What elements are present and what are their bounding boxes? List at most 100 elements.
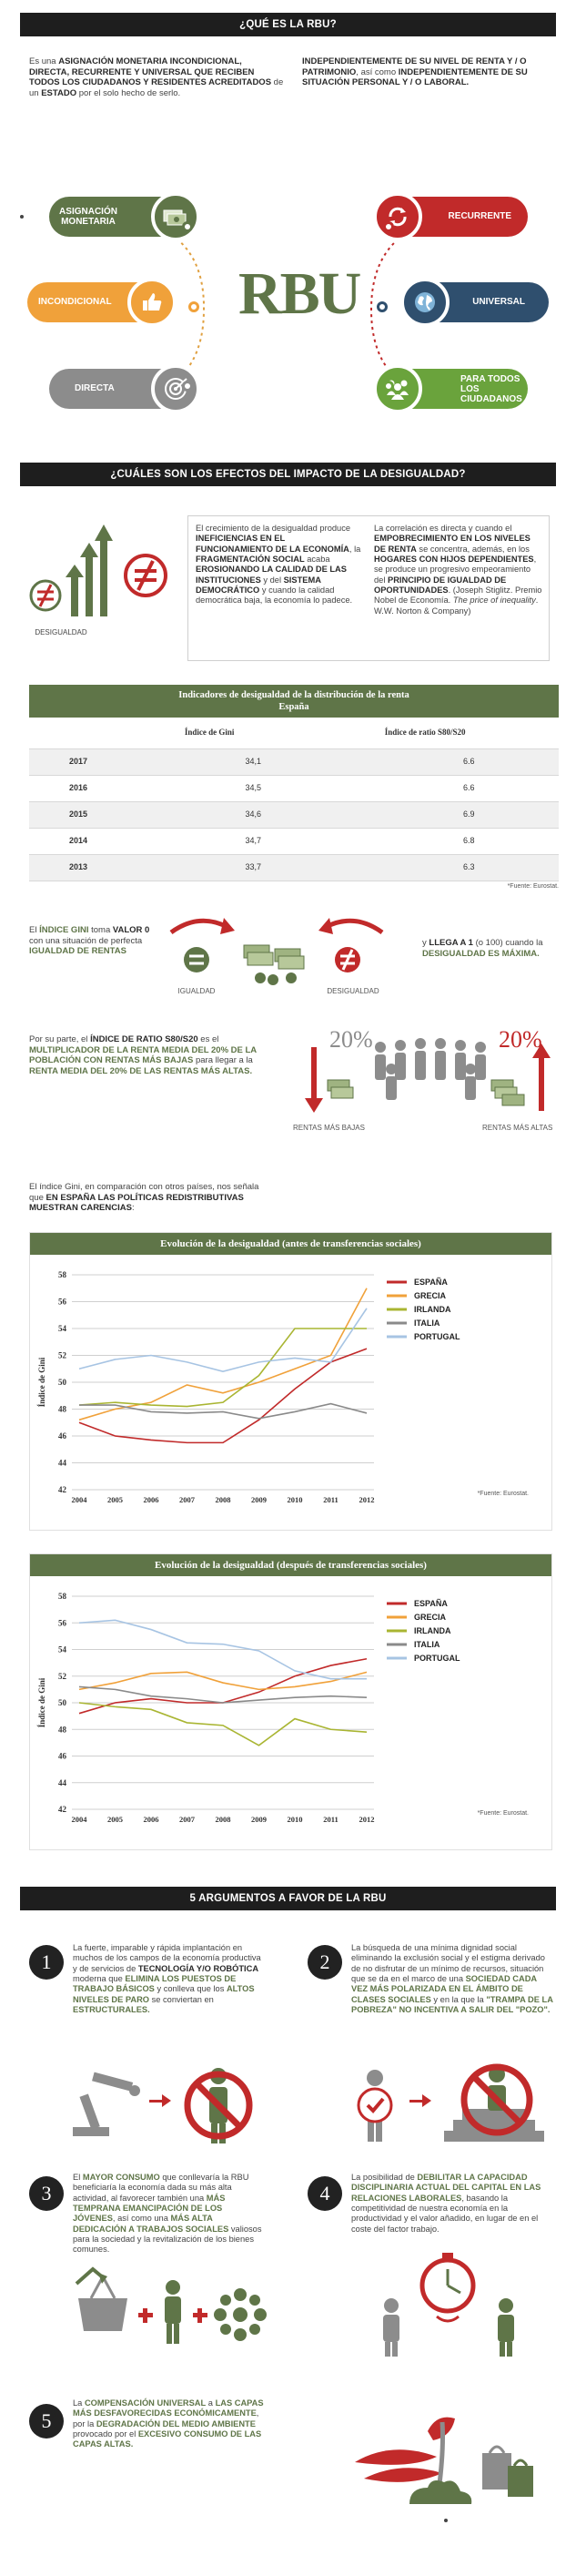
legend-label: IRLANDA — [414, 1305, 451, 1314]
recurring-arrows-icon — [373, 192, 422, 241]
gini-table-body: 2017 34,1 6.6 2016 34,5 6.6 2015 34,6 6.9 2014 34,… — [29, 748, 559, 881]
text-run: La — [73, 2398, 85, 2408]
text-run: MÁS TEMPRANA EMANCIPACIÓN DE LOS JÓVENES — [73, 2193, 226, 2224]
connector-dot — [182, 381, 193, 392]
gini-table: Indicadores de desigualdad de la distrib… — [29, 685, 559, 891]
x-tick-label: 2006 — [144, 1815, 159, 1824]
chart-plot: 42 44 46 48 50 52 54 56 58 2004 2005 2006 2007 2008 20… — [37, 1592, 529, 1824]
text-run: COMPENSACIÓN UNIVERSAL — [84, 2398, 207, 2408]
table-row: 2013 33,7 6.3 — [29, 854, 559, 881]
text-run: para llegar a la — [193, 1055, 253, 1066]
rbu-center-label: RBU — [238, 260, 361, 327]
x-tick-label: 2008 — [216, 1495, 231, 1504]
text-run: ESTRUCTURALES. — [73, 2004, 150, 2014]
cell-ratio: 6.3 — [379, 854, 559, 881]
text-run: ELIMINA LOS PUESTOS DE TRABAJO BÁSICOS — [73, 1973, 237, 1994]
y-tick-label: 48 — [58, 1405, 67, 1414]
cell-ratio: 6.8 — [379, 828, 559, 855]
y-tick-label: 44 — [58, 1778, 67, 1787]
x-tick-label: 2004 — [72, 1495, 88, 1504]
y-tick-label: 58 — [58, 1592, 67, 1601]
section-title-efectos: ¿CUÁLES SON LOS EFECTOS DEL IMPACTO DE L… — [20, 463, 556, 486]
legend-label: PORTUGAL — [414, 1332, 460, 1341]
text-run: EROSIONANDO LA CALIDAD DE LAS INSTITUCIO… — [196, 565, 347, 585]
text-run: a — [206, 2398, 216, 2408]
text-run: El crecimiento de la desigualdad produce — [196, 524, 351, 533]
cell-gini: 34,5 — [127, 775, 379, 802]
table-source: *Fuente: Eurostat. — [507, 883, 559, 890]
series-line-grecia — [78, 1671, 368, 1691]
series-line-italia — [79, 1402, 368, 1420]
cell-gini: 34,1 — [127, 748, 379, 776]
text-run: El — [73, 2173, 83, 2182]
series-line-españa — [78, 1348, 368, 1444]
text-run: LLEGA A 1 — [429, 938, 473, 948]
text-run: EMPOBRECIMIENTO EN LOS NIVELES DE RENTA — [374, 534, 531, 554]
y-tick-label: 56 — [58, 1618, 67, 1627]
environment-icon — [355, 2417, 533, 2522]
cell-year: 2017 — [29, 748, 127, 776]
text-run: La correlación es directa y cuando el — [374, 524, 512, 533]
table-title: Indicadores de desigualdad de la distrib… — [29, 685, 559, 718]
legend-label: GRECIA — [414, 1291, 447, 1300]
series-line-españa — [78, 1657, 368, 1715]
text-run: y cuando la calidad democrática baja, la… — [196, 585, 353, 606]
x-tick-label: 2009 — [251, 1815, 267, 1824]
rbu-definition-right: INDEPENDIENTEMENTE DE SU NIVEL DE RENTA … — [302, 56, 528, 88]
ratio-illustration — [305, 1038, 551, 1113]
text-run: ALTOS NIVELES DE PARO — [73, 1984, 255, 2004]
y-tick-label: 42 — [58, 1485, 67, 1494]
text-run: PRINCIPIO DE IGUALDAD DE OPORTUNIDADES — [374, 575, 507, 595]
cell-ratio: 6.6 — [379, 748, 559, 776]
y-tick-label: 52 — [58, 1351, 67, 1360]
chart-source: *Fuente: Eurostat. — [478, 1810, 529, 1817]
text-run: La búsqueda de una mínima dignidad socia… — [351, 1943, 545, 1983]
text-run: La posibilidad de — [351, 2173, 418, 2182]
series-line-irlanda — [78, 1702, 368, 1746]
ratio-text: Por su parte, el ÍNDICE DE RATIO S80/S20… — [29, 1034, 257, 1076]
text-run: valiosos para la sociedad y la revitaliz… — [73, 2224, 262, 2255]
series-line-irlanda — [78, 1328, 367, 1408]
series-line-portugal — [78, 1619, 367, 1680]
y-axis-label: Índice de Gini — [37, 1357, 46, 1407]
argument-5-text: La COMPENSACIÓN UNIVERSAL a LAS CAPAS MÁ… — [73, 2398, 264, 2450]
section-title-argumentos: 5 ARGUMENTOS A FAVOR DE LA RBU — [20, 1887, 556, 1910]
desigualdad-label: DESIGUALDAD — [35, 628, 87, 636]
chart-source: *Fuente: Eurostat. — [478, 1491, 529, 1497]
legend-label: IRLANDA — [414, 1626, 451, 1635]
effects-text-left: El crecimiento de la desigualdad produce… — [196, 524, 363, 606]
text-run: DEBILITAR LA CAPACIDAD DISCIPLINARIA ACT… — [351, 2173, 541, 2203]
y-tick-label: 46 — [58, 1752, 67, 1761]
text-run: y del — [260, 575, 284, 585]
y-tick-label: 46 — [58, 1431, 67, 1441]
legend-label: ESPAÑA — [414, 1599, 448, 1608]
table-row: 2014 34,7 6.8 — [29, 828, 559, 855]
text-run: VALOR 0 — [112, 925, 150, 935]
connector-dot — [383, 381, 394, 392]
argument-number: 2 — [308, 1945, 342, 1980]
text-run: SISTEMA DEMOCRÁTICO — [196, 575, 321, 595]
text-run: es el — [197, 1034, 219, 1044]
x-tick-label: 2010 — [288, 1815, 303, 1824]
cell-year: 2016 — [29, 775, 127, 802]
text-run: , la — [349, 544, 361, 554]
effects-text-box: El crecimiento de la desigualdad produce… — [187, 515, 550, 661]
growth-arrows-icon — [29, 524, 167, 616]
text-run: HOGARES CON HIJOS DEPENDIENTES — [374, 554, 534, 564]
cell-ratio: 6.6 — [379, 775, 559, 802]
legend-label: GRECIA — [414, 1613, 447, 1622]
charts-intro: El índice Gini, en comparación con otros… — [29, 1182, 259, 1214]
gini-scale-illustration — [169, 918, 384, 985]
banknotes-icon — [327, 1079, 525, 1106]
text-run: . (Joseph Stiglitz. Premio Nobel de Econ… — [374, 585, 542, 606]
people-icon — [373, 364, 422, 413]
text-run: El — [29, 925, 40, 935]
x-tick-label: 2011 — [323, 1495, 339, 1504]
text-run: LAS CAPAS MÁS DESFAVORECIDAS ECONÓMICAME… — [73, 2398, 264, 2418]
cell-year: 2015 — [29, 801, 127, 829]
col-header-gini: Índice de Gini — [127, 718, 292, 749]
argument-number: 1 — [29, 1945, 64, 1980]
connector-dot — [377, 301, 388, 312]
pct-high: 20% — [499, 1026, 542, 1053]
